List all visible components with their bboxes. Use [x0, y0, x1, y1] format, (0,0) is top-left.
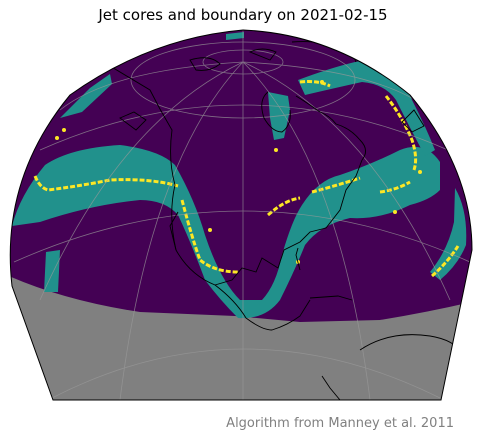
jet-cores	[33, 80, 460, 278]
algorithm-credit: Algorithm from Manney et al. 2011	[226, 416, 454, 431]
coastlines	[99, 41, 463, 400]
globe-outline	[9, 29, 473, 401]
map-title: Jet cores and boundary on 2021-02-15	[98, 6, 388, 24]
